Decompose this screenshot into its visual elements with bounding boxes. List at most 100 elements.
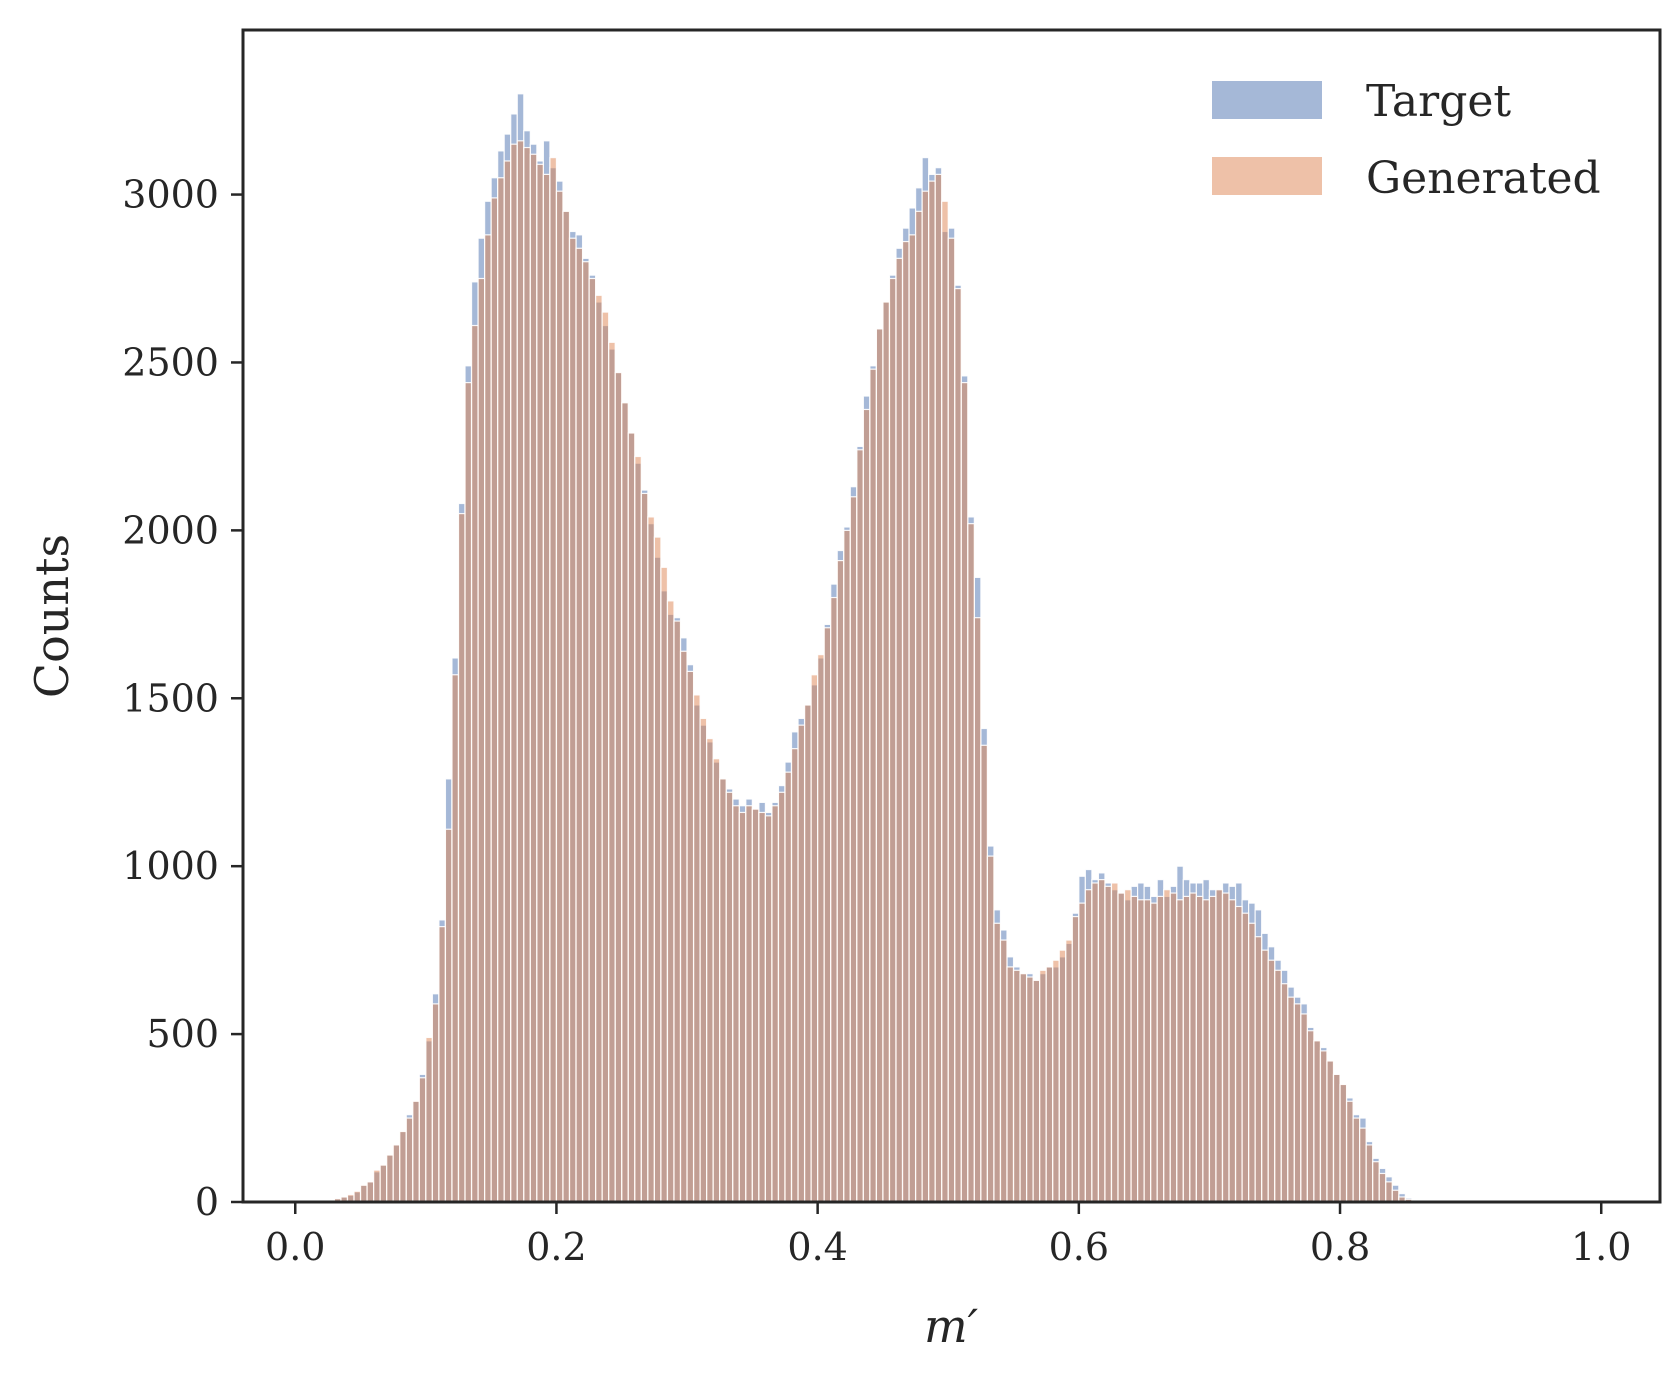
- bar-generated-91: [888, 277, 897, 1203]
- bar-generated-140: [1208, 895, 1217, 1203]
- bar-generated-106: [986, 855, 995, 1203]
- bar-generated-145: [1241, 912, 1250, 1203]
- bar-generated-42: [568, 237, 577, 1203]
- bar-generated-72: [764, 815, 773, 1203]
- bar-generated-70: [751, 808, 760, 1203]
- bar-generated-77: [797, 724, 806, 1203]
- bar-generated-113: [1032, 979, 1041, 1203]
- bar-generated-168: [1391, 1189, 1400, 1203]
- bar-generated-20: [425, 1036, 433, 1203]
- x-axis: 0.0 0.2 0.4 0.6 0.8 1.0: [265, 1202, 1631, 1269]
- bar-generated-45: [588, 277, 597, 1203]
- y-axis-label: Counts: [25, 534, 79, 698]
- bar-generated-73: [771, 805, 780, 1203]
- bar-generated-38: [542, 173, 551, 1203]
- y-tick-label-4: 2000: [122, 508, 219, 552]
- bar-generated-79: [810, 674, 819, 1203]
- plot-frame: [241, 28, 1662, 1204]
- bar-generated-94: [908, 234, 917, 1203]
- bar-generated-120: [1078, 902, 1086, 1203]
- bar-generated-117: [1058, 949, 1067, 1203]
- bar-generated-142: [1221, 892, 1230, 1203]
- bar-generated-163: [1359, 1127, 1367, 1203]
- bar-generated-110: [1012, 969, 1021, 1203]
- bar-generated-27: [470, 324, 479, 1203]
- bar-generated-114: [1039, 969, 1047, 1203]
- legend: Target Generated: [1212, 76, 1601, 204]
- bar-generated-71: [758, 811, 766, 1203]
- bar-generated-159: [1332, 1073, 1341, 1203]
- bar-generated-25: [457, 512, 466, 1203]
- bar-generated-63: [706, 737, 714, 1203]
- bar-generated-68: [738, 811, 747, 1203]
- bar-generated-51: [627, 432, 636, 1203]
- bar-generated-124: [1104, 885, 1113, 1203]
- y-tick-label-1: 500: [146, 1012, 219, 1056]
- bar-generated-60: [686, 670, 695, 1203]
- bar-generated-48: [608, 341, 616, 1203]
- bar-generated-75: [784, 771, 793, 1203]
- bar-generated-152: [1287, 996, 1295, 1203]
- bar-generated-59: [679, 650, 688, 1203]
- bar-generated-41: [562, 210, 571, 1203]
- bar-generated-123: [1097, 879, 1106, 1203]
- bar-generated-166: [1378, 1172, 1387, 1203]
- x-tick-label-0: 0.0: [265, 1225, 325, 1269]
- bar-generated-154: [1300, 1013, 1308, 1203]
- bar-generated-133: [1163, 889, 1171, 1203]
- bar-generated-14: [386, 1154, 394, 1203]
- bar-generated-167: [1385, 1181, 1393, 1203]
- bar-generated-18: [412, 1100, 420, 1203]
- bar-generated-129: [1136, 899, 1145, 1203]
- bar-generated-12: [373, 1169, 381, 1203]
- bar-generated-102: [960, 382, 969, 1203]
- bar-generated-130: [1143, 899, 1152, 1203]
- bar-generated-96: [921, 190, 930, 1203]
- bar-generated-156: [1313, 1040, 1322, 1203]
- bar-generated-76: [790, 748, 799, 1203]
- bar-generated-103: [967, 523, 975, 1203]
- bar-generated-153: [1293, 1003, 1302, 1203]
- bar-generated-98: [934, 173, 943, 1203]
- bar-generated-127: [1123, 889, 1132, 1203]
- y-tick-label-6: 3000: [122, 173, 219, 217]
- bar-generated-29: [484, 234, 492, 1203]
- bar-generated-97: [928, 180, 936, 1203]
- bar-generated-162: [1352, 1117, 1361, 1203]
- bar-generated-90: [882, 301, 891, 1203]
- y-tick-label-2: 1000: [122, 844, 219, 888]
- bar-generated-109: [1006, 966, 1015, 1203]
- bar-generated-53: [640, 492, 649, 1203]
- bar-generated-65: [719, 778, 727, 1203]
- bar-generated-149: [1267, 959, 1276, 1203]
- bar-generated-139: [1202, 899, 1211, 1203]
- bar-generated-66: [725, 791, 734, 1203]
- bar-generated-99: [941, 200, 949, 1203]
- bar-generated-101: [954, 287, 962, 1203]
- bar-generated-121: [1084, 889, 1093, 1203]
- y-tick-label-5: 2500: [122, 340, 219, 384]
- bar-generated-92: [895, 257, 904, 1203]
- bar-generated-155: [1306, 1030, 1315, 1203]
- legend-label-generated: Generated: [1366, 153, 1601, 204]
- bar-generated-88: [869, 368, 878, 1203]
- bar-generated-36: [529, 153, 538, 1203]
- bar-generated-19: [418, 1077, 427, 1203]
- bar-generated-61: [692, 694, 701, 1203]
- bar-generated-132: [1156, 895, 1165, 1203]
- bar-generated-157: [1319, 1050, 1328, 1203]
- bar-generated-39: [549, 157, 558, 1203]
- bar-generated-147: [1254, 936, 1263, 1203]
- bar-generated-50: [621, 402, 629, 1203]
- bar-generated-87: [862, 408, 871, 1203]
- bar-generated-21: [431, 1003, 440, 1203]
- bar-generated-24: [451, 674, 460, 1203]
- bar-generated-26: [464, 382, 473, 1203]
- bar-generated-52: [634, 455, 642, 1203]
- bar-generated-49: [614, 371, 623, 1203]
- bar-generated-146: [1248, 922, 1256, 1203]
- bar-generated-35: [523, 146, 531, 1203]
- bar-generated-161: [1345, 1100, 1354, 1203]
- x-tick-label-5: 1.0: [1571, 1225, 1631, 1269]
- bar-generated-125: [1110, 882, 1119, 1203]
